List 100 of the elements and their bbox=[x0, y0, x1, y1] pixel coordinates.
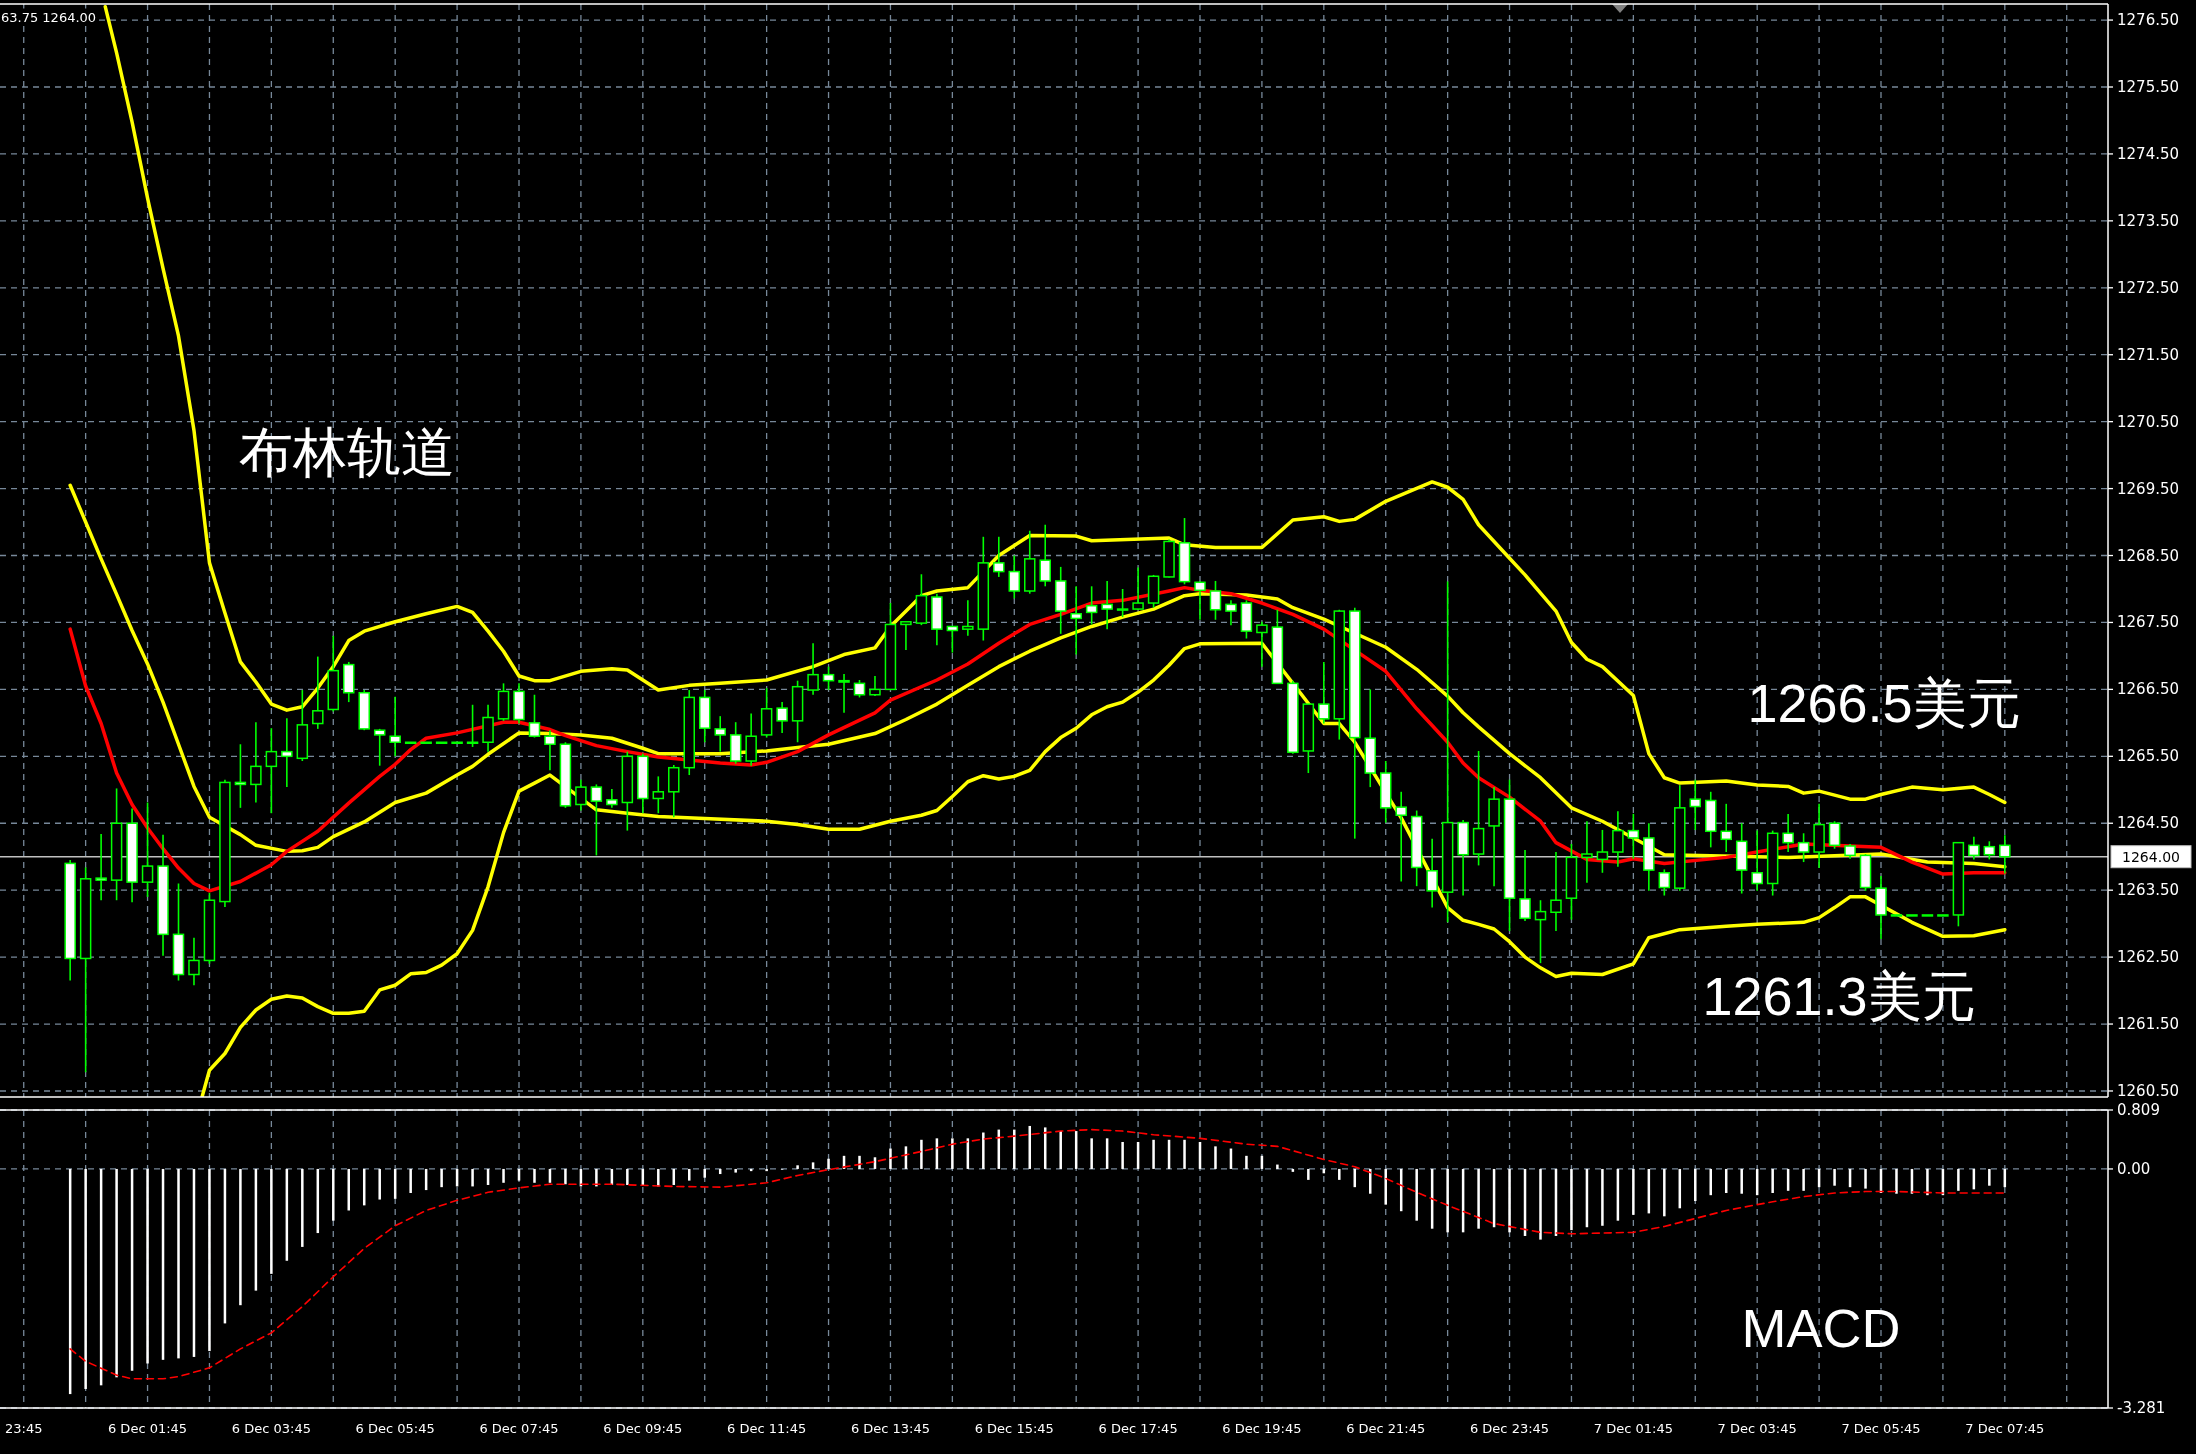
bar bbox=[951, 1138, 954, 1169]
candlestick bbox=[1039, 523, 1051, 588]
candlestick bbox=[1983, 840, 1996, 861]
candlestick bbox=[1968, 835, 1980, 861]
x-tick-label: 6 Dec 21:45 bbox=[1346, 1421, 1426, 1436]
candlestick bbox=[590, 783, 603, 857]
y-tick-label: 1264.50 bbox=[2117, 814, 2180, 833]
candlestick bbox=[544, 729, 556, 772]
x-tick-label: 7 Dec 03:45 bbox=[1717, 1421, 1797, 1436]
candlestick bbox=[250, 721, 262, 804]
bar bbox=[796, 1165, 799, 1169]
candlestick bbox=[1612, 810, 1624, 868]
bar bbox=[688, 1168, 691, 1181]
ref-line-label: 1264.00 bbox=[2122, 848, 2180, 865]
bar bbox=[1338, 1168, 1341, 1180]
x-tick-label: 6 Dec 11:45 bbox=[727, 1421, 807, 1436]
y-tick-label: 0.00 bbox=[2117, 1159, 2151, 1178]
candlestick bbox=[606, 788, 618, 809]
x-tick-label: 6 Dec 05:45 bbox=[355, 1421, 435, 1436]
bar bbox=[1957, 1168, 1960, 1191]
y-tick-label: 1266.50 bbox=[2117, 680, 2180, 699]
candlestick bbox=[1581, 820, 1593, 884]
candlestick bbox=[1318, 661, 1330, 725]
candlestick bbox=[962, 599, 974, 637]
y-tick-label: 1265.50 bbox=[2117, 747, 2180, 766]
candlestick bbox=[1519, 849, 1531, 922]
bar bbox=[982, 1132, 985, 1169]
bar bbox=[920, 1139, 923, 1169]
bar bbox=[1833, 1168, 1836, 1186]
candlestick bbox=[1534, 899, 1547, 964]
candlestick bbox=[900, 620, 912, 651]
candlestick bbox=[1194, 580, 1206, 621]
candlestick bbox=[1256, 620, 1268, 668]
bar bbox=[1183, 1139, 1186, 1169]
bar bbox=[703, 1168, 706, 1178]
bar bbox=[1570, 1168, 1573, 1231]
bar bbox=[1988, 1168, 1991, 1186]
candlestick bbox=[281, 717, 293, 788]
candlestick bbox=[188, 936, 200, 987]
bar bbox=[1508, 1168, 1511, 1233]
bar bbox=[1740, 1168, 1743, 1194]
x-tick-label: 6 Dec 07:45 bbox=[479, 1421, 559, 1436]
candlestick bbox=[807, 642, 819, 696]
candlestick bbox=[838, 673, 850, 714]
y-tick-label: 1261.50 bbox=[2117, 1015, 2180, 1034]
bar bbox=[1601, 1168, 1604, 1226]
candlestick bbox=[822, 665, 835, 691]
candlestick bbox=[1782, 813, 1794, 853]
annotation: MACD bbox=[1741, 1298, 1901, 1358]
candlestick bbox=[1225, 599, 1237, 626]
candlestick bbox=[1116, 588, 1129, 618]
bar bbox=[1415, 1168, 1418, 1221]
bar bbox=[1369, 1168, 1372, 1194]
y-tick-label: 1271.50 bbox=[2117, 345, 2180, 364]
bar bbox=[440, 1168, 443, 1188]
candlestick bbox=[946, 625, 959, 654]
candlestick bbox=[1689, 778, 1702, 831]
y-tick-label: 0.809 bbox=[2117, 1101, 2160, 1119]
bar bbox=[889, 1148, 892, 1169]
annotation: 布林轨道 bbox=[239, 422, 455, 482]
candlestick bbox=[1751, 829, 1763, 892]
bar bbox=[115, 1168, 118, 1378]
candlestick bbox=[389, 695, 401, 758]
x-tick-label: 6 Dec 15:45 bbox=[974, 1421, 1054, 1436]
bar bbox=[1384, 1168, 1387, 1205]
bar bbox=[332, 1168, 335, 1221]
annotation: 1266.5美元 bbox=[1747, 673, 2021, 733]
y-tick-label: 1270.50 bbox=[2117, 412, 2180, 431]
bar bbox=[1663, 1168, 1666, 1217]
candlestick bbox=[373, 728, 386, 767]
bar bbox=[564, 1168, 567, 1185]
candlestick bbox=[1101, 580, 1113, 630]
candlestick bbox=[1828, 820, 1841, 850]
x-tick-label: 6 Dec 01:45 bbox=[107, 1421, 188, 1436]
candlestick bbox=[1008, 554, 1021, 600]
bar bbox=[208, 1168, 211, 1352]
y-tick-label: 1276.50 bbox=[2117, 11, 2180, 30]
candlestick bbox=[265, 727, 278, 815]
candlestick bbox=[652, 775, 665, 815]
bar bbox=[1090, 1138, 1093, 1169]
x-tick-label: 23:45 bbox=[5, 1421, 43, 1436]
y-tick-label: 1275.50 bbox=[2117, 78, 2180, 96]
y-tick-label: 1263.50 bbox=[2117, 881, 2180, 900]
candlestick bbox=[1132, 566, 1144, 611]
x-tick-label: 6 Dec 19:45 bbox=[1222, 1421, 1302, 1436]
bar bbox=[1214, 1146, 1217, 1169]
x-tick-label: 6 Dec 09:45 bbox=[603, 1421, 683, 1436]
candlestick bbox=[869, 675, 881, 697]
candlestick bbox=[776, 701, 788, 734]
bar bbox=[1802, 1168, 1805, 1191]
bar bbox=[1632, 1168, 1635, 1215]
bar bbox=[1013, 1129, 1016, 1169]
bar bbox=[1926, 1168, 1929, 1196]
x-tick-label: 6 Dec 13:45 bbox=[850, 1421, 931, 1436]
candlestick bbox=[1596, 829, 1609, 874]
bar bbox=[1864, 1168, 1867, 1189]
bar bbox=[146, 1168, 149, 1364]
candlestick bbox=[1658, 868, 1671, 897]
annotation: 1261.3美元 bbox=[1702, 966, 1976, 1026]
bar bbox=[378, 1168, 381, 1200]
